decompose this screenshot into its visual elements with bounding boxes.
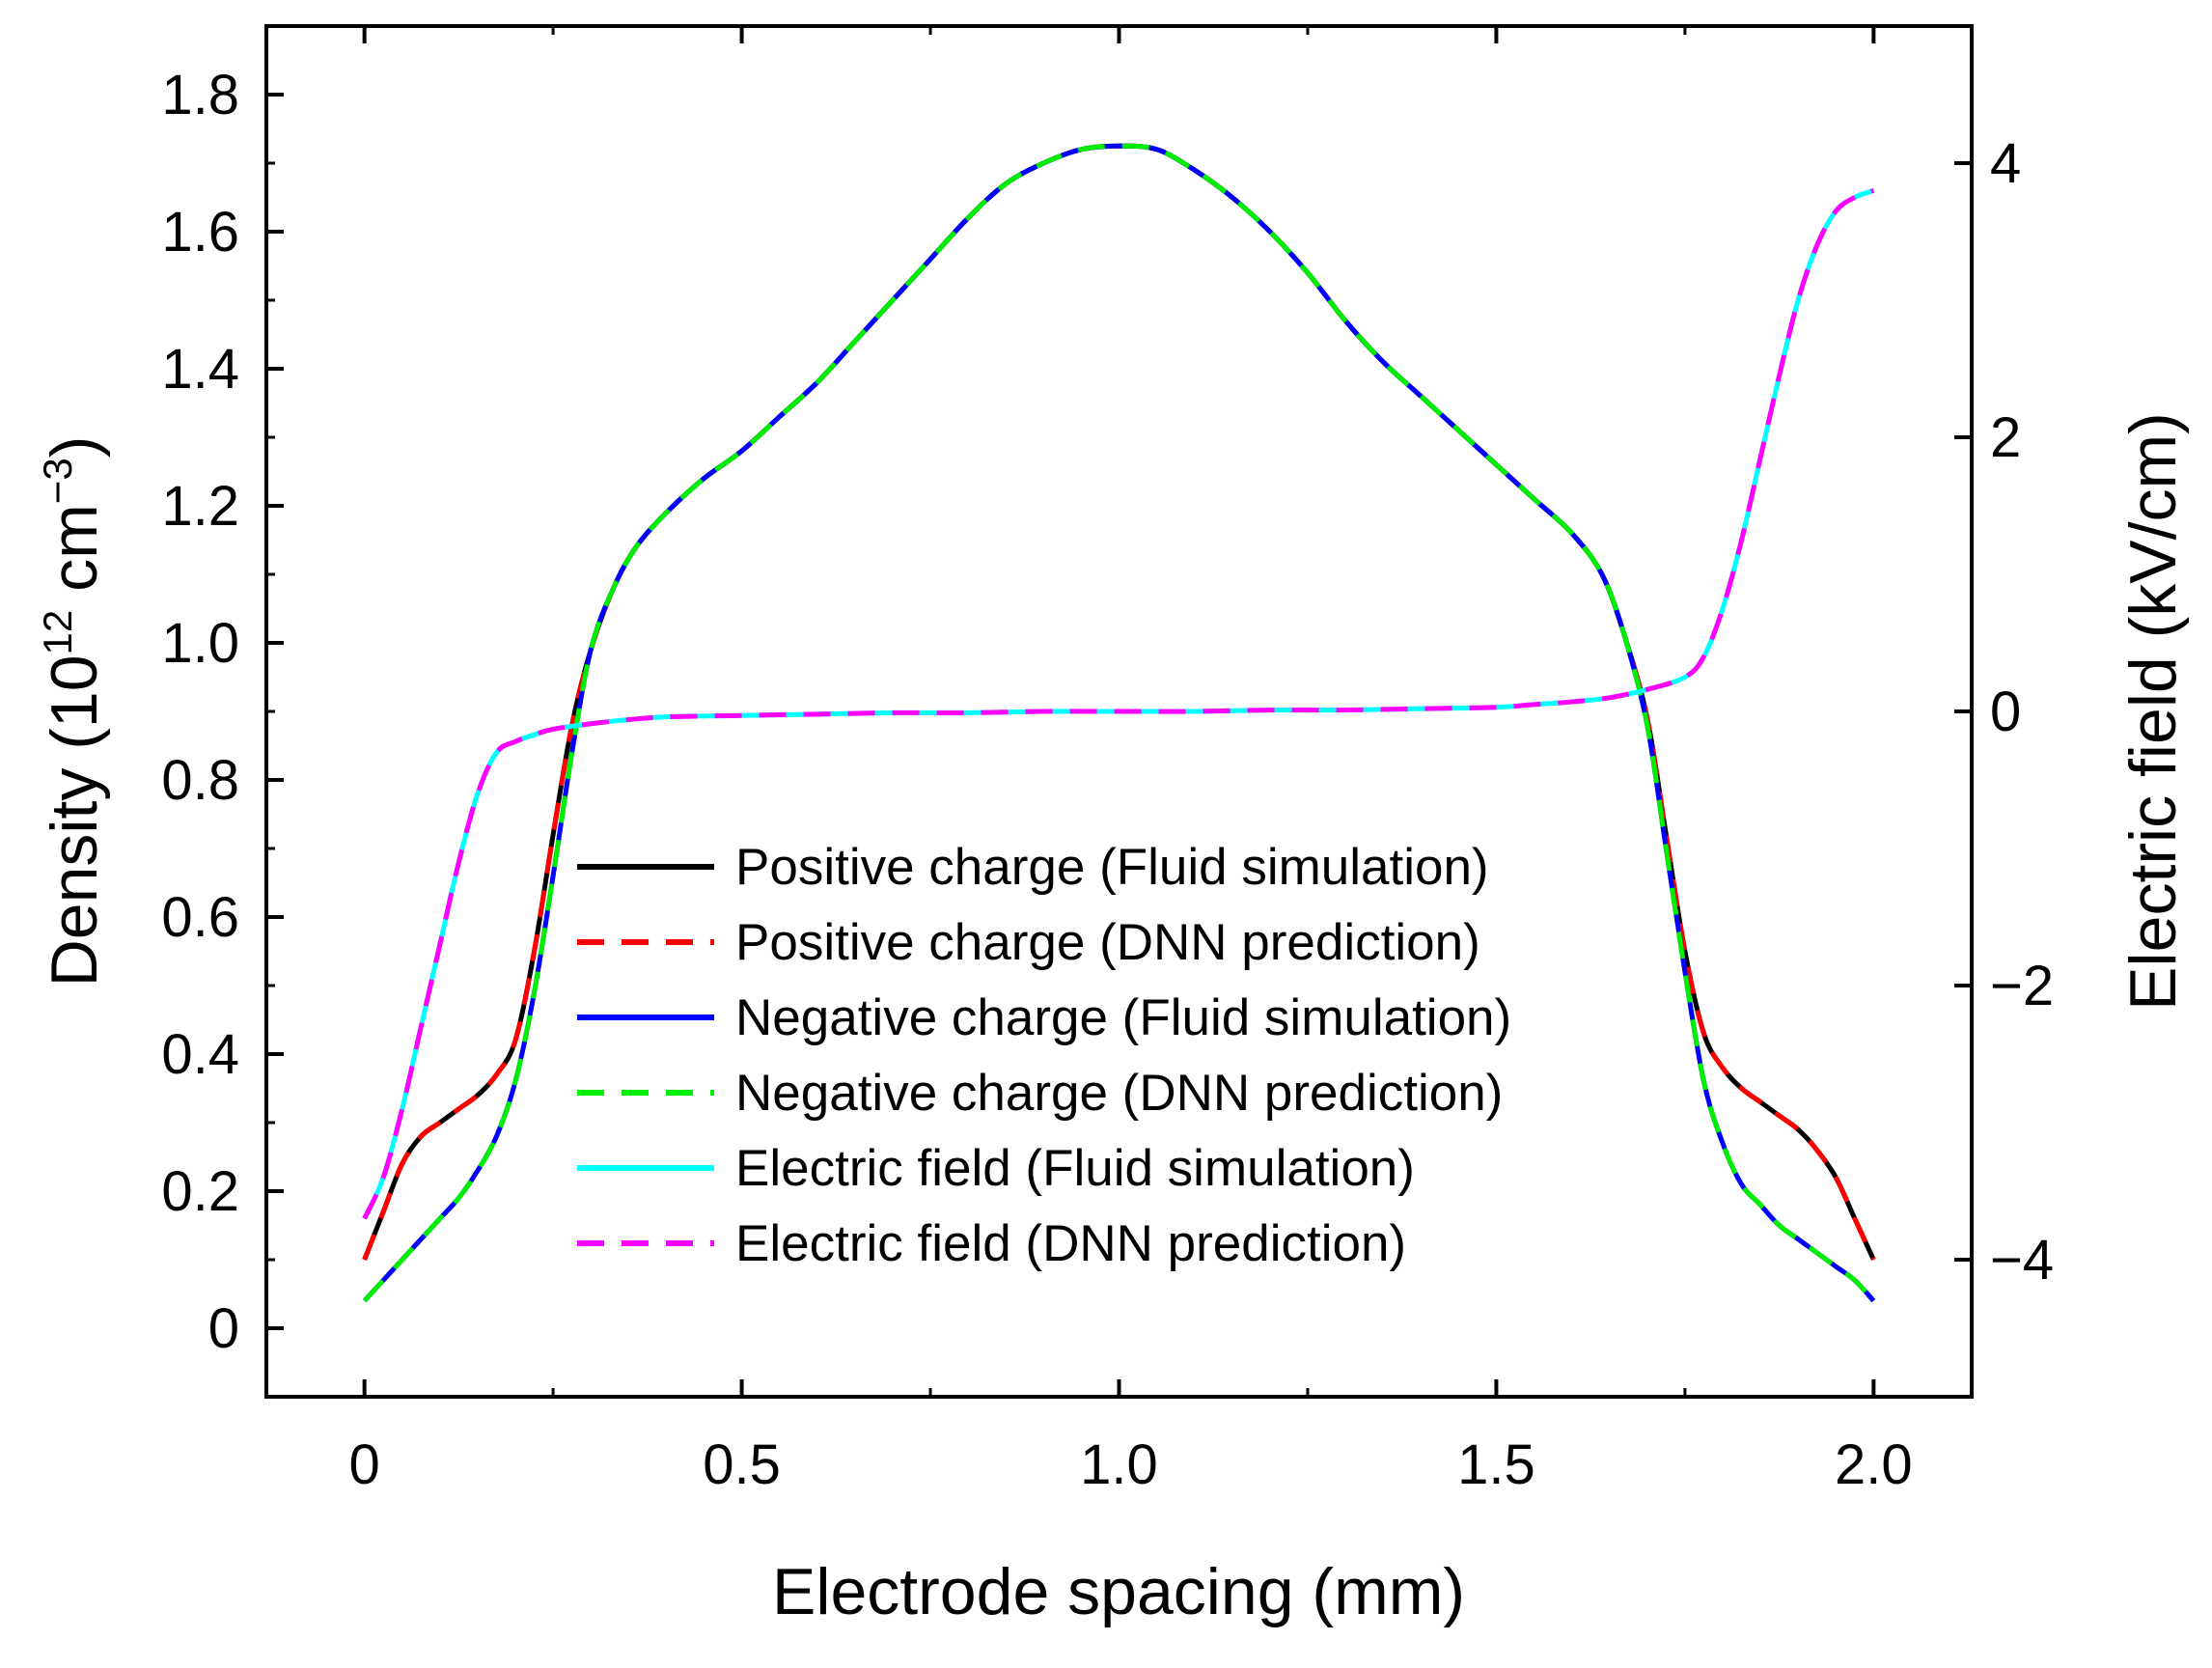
- y-left-tick-label: 1.6: [161, 201, 239, 264]
- legend-label: Positive charge (DNN prediction): [735, 914, 1480, 971]
- legend-label: Positive charge (Fluid simulation): [735, 839, 1489, 896]
- y-left-title-unit: cm: [38, 504, 111, 610]
- y-left-tick-label: 0.2: [161, 1160, 239, 1223]
- x-tick-label: 0.5: [703, 1433, 781, 1496]
- y-right-tick-label: 0: [1990, 681, 2021, 743]
- y-left-title-exp2: −3: [35, 458, 80, 504]
- y-left-tick-label: 0: [208, 1297, 239, 1360]
- x-tick-label: 1.5: [1457, 1433, 1535, 1496]
- y-right-tick-label: 2: [1990, 406, 2021, 469]
- y-left-tick-label: 1.8: [161, 64, 239, 126]
- y-left-tick-label: 0.6: [161, 886, 239, 949]
- y-left-tick-label: 1.2: [161, 475, 239, 538]
- legend-label: Negative charge (Fluid simulation): [735, 989, 1511, 1046]
- y-right-tick-label: −2: [1990, 955, 2054, 1017]
- x-tick-label: 1.0: [1080, 1433, 1158, 1496]
- series-line-negative-charge-dnn-prediction: [362, 143, 1876, 1303]
- legend-label: Negative charge (DNN prediction): [735, 1065, 1503, 1122]
- series-layer: [362, 143, 1876, 1303]
- ticks-layer: 0 0.5 1.0 1.5 2.0 0 0.2 0.4 0.6 0.8 1.0 1.2 1.4 1.6 1.…: [161, 26, 2054, 1496]
- legend: Positive charge (Fluid simulation) Positi…: [577, 839, 1511, 1272]
- y-left-title-exp1: 12: [35, 610, 80, 655]
- legend-label: Electric field (DNN prediction): [735, 1215, 1406, 1272]
- y-right-tick-label: 4: [1990, 132, 2021, 195]
- x-axis-title: Electrode spacing (mm): [772, 1555, 1465, 1628]
- y-right-tick-label: −4: [1990, 1229, 2054, 1292]
- y-left-title-close: ): [38, 436, 111, 459]
- y-axis-right-title: Electric field (kV/cm): [2116, 412, 2190, 1011]
- y-left-tick-label: 1.4: [161, 338, 239, 401]
- x-tick-label: 2.0: [1835, 1433, 1913, 1496]
- y-left-tick-label: 0.8: [161, 749, 239, 812]
- x-tick-label: 0: [349, 1433, 380, 1496]
- y-axis-left-title: Density (1012 cm−3): [35, 436, 111, 987]
- series-line-electric-field-dnn-prediction: [362, 188, 1875, 1220]
- y-left-title-base: Density (10: [38, 654, 111, 987]
- legend-label: Electric field (Fluid simulation): [735, 1140, 1415, 1197]
- y-left-tick-label: 1.0: [161, 612, 239, 675]
- y-left-tick-label: 0.4: [161, 1023, 239, 1086]
